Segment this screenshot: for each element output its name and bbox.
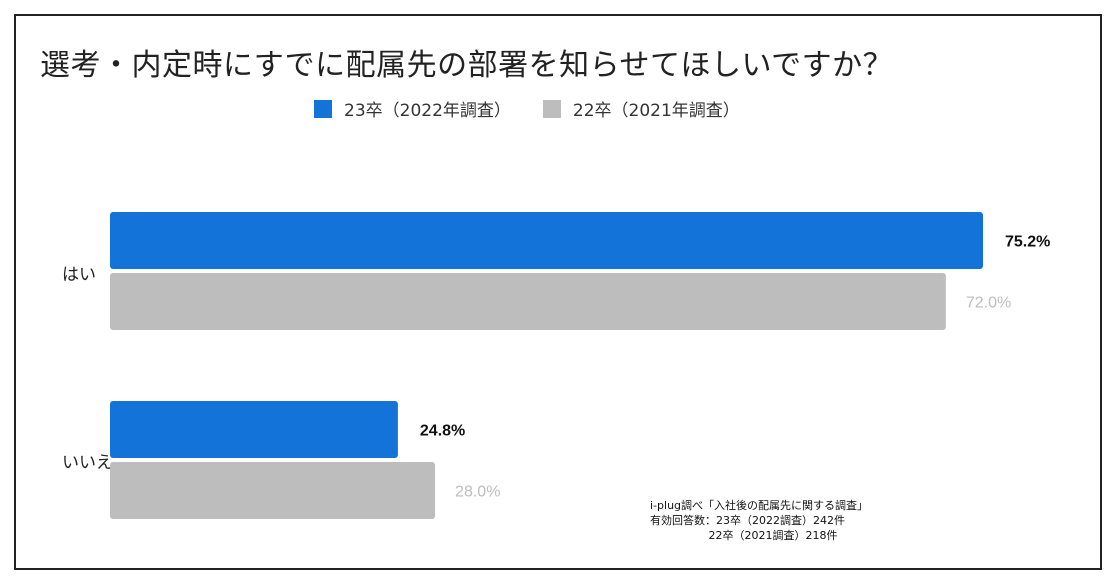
source-note: i-plug調べ「入社後の配属先に関する調査」 有効回答数：23卒（2022調査…	[650, 498, 868, 543]
value-label-s1-c1: 28.0%	[455, 484, 500, 501]
legend: 23卒（2022年調査） 22卒（2021年調査）	[314, 96, 772, 121]
source-line-1: i-plug調べ「入社後の配属先に関する調査」	[650, 499, 869, 512]
category-label-1: いいえ	[62, 453, 113, 473]
bar-s1-c1	[110, 462, 436, 519]
value-label-s1-c0: 72.0%	[966, 295, 1011, 312]
legend-swatch-22	[542, 99, 561, 118]
chart-title: 選考・内定時にすでに配属先の部署を知らせてほしいですか？	[40, 48, 894, 83]
legend-label-23: 23卒（2022年調査）	[344, 101, 511, 121]
source-line-3: 22卒（2021調査）218件	[650, 529, 838, 542]
source-line-2: 有効回答数：23卒（2022調査）242件	[650, 514, 845, 527]
legend-label-22: 22卒（2021年調査）	[572, 101, 740, 121]
value-label-s0-c1: 24.8%	[420, 423, 465, 440]
bar-s1-c0	[110, 273, 946, 330]
bar-s0-c1	[110, 401, 398, 458]
legend-swatch-23	[314, 99, 332, 118]
value-label-s0-c0: 75.2%	[1005, 234, 1050, 251]
legend-item-22: 22卒（2021年調査）	[542, 96, 740, 121]
bar-s0-c0	[110, 212, 983, 269]
legend-item-23: 23卒（2022年調査）	[314, 96, 511, 121]
category-label-0: はい	[62, 265, 96, 285]
